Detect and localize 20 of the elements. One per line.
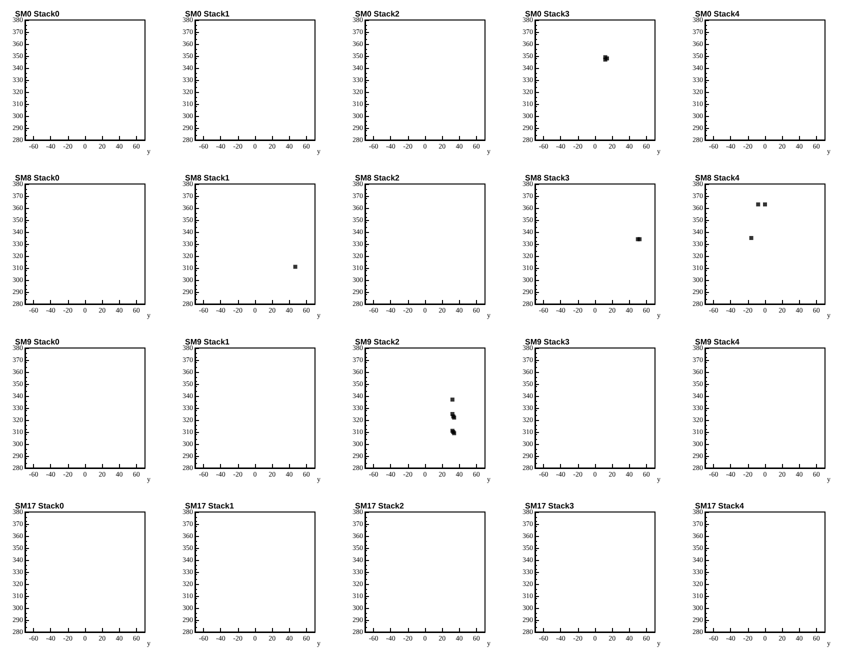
chart-title: SM0 Stack0 [15,10,60,18]
chart-title: SM17 Stack0 [15,502,64,510]
chart-title: SM8 Stack0 [15,174,60,182]
chart-title: SM9 Stack1 [185,338,230,346]
chart-title: SM9 Stack4 [695,338,740,346]
chart-title: SM8 Stack3 [525,174,570,182]
chart-title: SM9 Stack3 [525,338,570,346]
chart-title: SM17 Stack2 [355,502,404,510]
chart-title: SM17 Stack3 [525,502,574,510]
chart-title: SM8 Stack1 [185,174,230,182]
chart-title: SM9 Stack2 [355,338,400,346]
chart-title: SM17 Stack4 [695,502,744,510]
chart-title: SM9 Stack0 [15,338,60,346]
chart-title: SM17 Stack1 [185,502,234,510]
chart-title: SM8 Stack4 [695,174,740,182]
chart-title: SM0 Stack3 [525,10,570,18]
chart-title: SM0 Stack4 [695,10,740,18]
chart-title: SM0 Stack2 [355,10,400,18]
chart-title: SM0 Stack1 [185,10,230,18]
chart-title: SM8 Stack2 [355,174,400,182]
